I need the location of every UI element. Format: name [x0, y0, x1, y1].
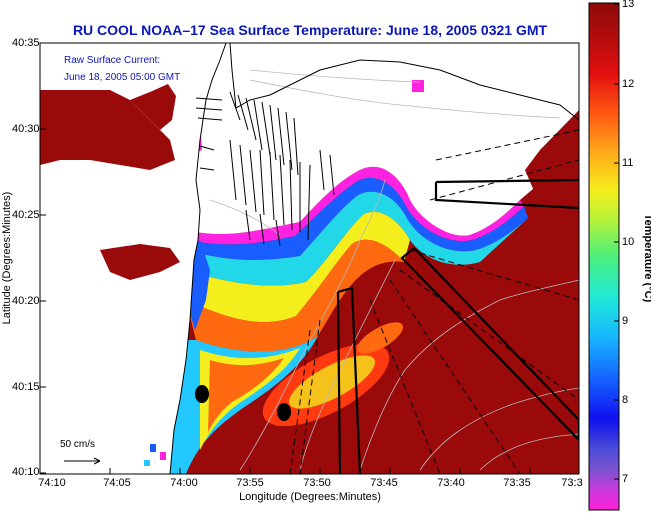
x-tick-label: 74:05 — [103, 477, 131, 489]
colorbar-tick-label: 8 — [622, 394, 629, 406]
y-tick-label: 40:30 — [12, 123, 40, 135]
x-axis-label: Longitude (Degrees:Minutes) — [239, 491, 381, 503]
colorbar-label: Temperature (°C) — [642, 213, 651, 303]
x-tick-label: 73:45 — [370, 477, 398, 489]
map-title: RU COOL NOAA–17 Sea Surface Temperature:… — [72, 22, 548, 38]
colorbar-tick-label: 13 — [622, 0, 635, 10]
colorbar-tick-label: 11 — [622, 157, 634, 169]
y-tick-label: 40:20 — [12, 295, 40, 307]
x-tick-label: 73:55 — [236, 477, 264, 489]
map-frame — [39, 42, 580, 475]
colorbar-tick-label: 10 — [622, 236, 635, 248]
x-tick-label: 74:00 — [170, 477, 198, 489]
colorbar-tick-label: 9 — [622, 315, 629, 327]
station-marker-north — [195, 385, 209, 403]
scale-arrow — [64, 457, 101, 465]
y-tick-label: 40:15 — [12, 381, 40, 393]
x-tick-label: 73:3 — [561, 477, 583, 489]
temperature-colorbar — [588, 2, 620, 511]
y-tick-label: 40:35 — [12, 37, 40, 49]
current-legend-label: Raw Surface Current: — [64, 55, 161, 66]
colorbar-tick-label: 12 — [622, 78, 635, 90]
surface-current-vectors — [195, 91, 335, 247]
station-marker-south — [277, 403, 291, 421]
long-island-land — [230, 43, 579, 120]
colorbar-tick-label: 7 — [622, 473, 629, 485]
x-tick-label: 73:40 — [437, 477, 465, 489]
y-tick-label: 40:25 — [12, 209, 40, 221]
y-axis-label: Latitude (Degrees:Minutes) — [1, 191, 13, 325]
scale-label: 50 cm/s — [60, 439, 96, 450]
x-tick-label: 73:50 — [303, 477, 331, 489]
survey-boxes — [336, 178, 579, 474]
x-tick-label: 73:35 — [503, 477, 531, 489]
current-legend-date: June 18, 2005 05:00 GMT — [64, 72, 181, 83]
y-tick-label: 40:10 — [12, 466, 40, 478]
x-tick-label: 74:10 — [38, 477, 66, 489]
transect-lines — [289, 129, 579, 474]
